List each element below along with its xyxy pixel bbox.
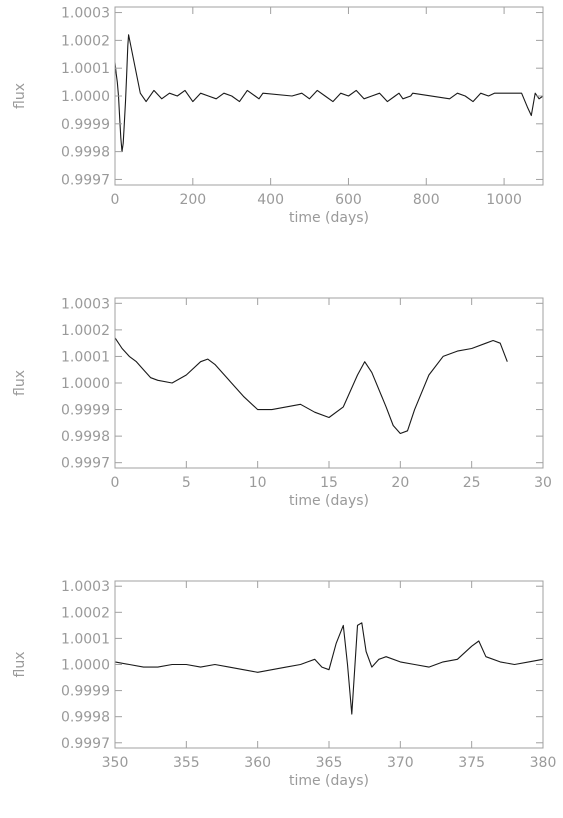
y-tick-label: 0.9997 xyxy=(61,736,110,752)
y-tick-label: 1.0003 xyxy=(61,579,110,595)
y-tick-label: 1.0000 xyxy=(61,658,110,674)
x-tick-label: 15 xyxy=(320,475,338,491)
x-tick-label: 380 xyxy=(530,755,557,771)
x-tick-label: 0 xyxy=(111,192,120,208)
x-tick-label: 600 xyxy=(335,192,362,208)
x-tick-label: 1000 xyxy=(486,192,522,208)
y-tick-label: 1.0000 xyxy=(61,89,110,105)
x-tick-label: 0 xyxy=(111,475,120,491)
x-tick-label: 360 xyxy=(244,755,271,771)
panel-3: 350 355 360 365 370 375 380 0.9997 0.9998 0.9999 1… xyxy=(12,579,556,789)
x-tick-label: 10 xyxy=(249,475,267,491)
y-axis-label: flux xyxy=(12,370,28,396)
y-axis-label: flux xyxy=(12,652,28,678)
y-tick-label: 0.9997 xyxy=(61,456,110,472)
x-axis-label: time (days) xyxy=(289,493,369,509)
y-tick-label: 0.9998 xyxy=(61,145,110,161)
y-tick-label: 1.0002 xyxy=(61,323,110,339)
x-tick-label: 800 xyxy=(413,192,440,208)
y-tick-label: 0.9997 xyxy=(61,172,110,188)
x-tick-label: 355 xyxy=(173,755,200,771)
x-tick-label: 365 xyxy=(316,755,343,771)
y-tick-label: 1.0001 xyxy=(61,61,110,77)
y-tick-label: 0.9999 xyxy=(61,684,110,700)
panel-1: 0 200 400 600 800 1000 0.9997 0.9998 0.9999 1.000… xyxy=(12,6,544,226)
x-tick-label: 400 xyxy=(257,192,284,208)
y-tick-label: 0.9999 xyxy=(61,117,110,133)
data-series-1 xyxy=(114,34,544,153)
y-tick-label: 0.9999 xyxy=(61,403,110,419)
data-series-1 xyxy=(114,337,508,435)
y-tick-label: 1.0000 xyxy=(61,376,110,392)
x-tick-label: 200 xyxy=(179,192,206,208)
x-tick-label: 350 xyxy=(102,755,129,771)
y-tick-label: 1.0003 xyxy=(61,296,110,312)
y-axis-label: flux xyxy=(12,83,28,109)
y-tick-label: 1.0002 xyxy=(61,605,110,621)
y-tick-label: 1.0002 xyxy=(61,33,110,49)
y-tick-label: 1.0001 xyxy=(61,631,110,647)
x-tick-label: 20 xyxy=(391,475,409,491)
y-tick-label: 1.0001 xyxy=(61,349,110,365)
data-series-1 xyxy=(114,622,544,715)
x-axis-label: time (days) xyxy=(289,210,369,226)
plot-frame xyxy=(114,297,544,469)
panel-2: 0 5 10 15 20 25 30 0.9997 0.9998 0.9999 1.0000 1.00… xyxy=(12,296,552,509)
x-axis-label: time (days) xyxy=(289,773,369,789)
y-tick-label: 0.9998 xyxy=(61,710,110,726)
x-tick-label: 30 xyxy=(534,475,552,491)
x-tick-label: 370 xyxy=(387,755,414,771)
x-tick-label: 5 xyxy=(182,475,191,491)
y-tick-label: 0.9998 xyxy=(61,429,110,445)
x-tick-label: 375 xyxy=(458,755,485,771)
y-tick-label: 1.0003 xyxy=(61,6,110,22)
x-tick-label: 25 xyxy=(463,475,481,491)
